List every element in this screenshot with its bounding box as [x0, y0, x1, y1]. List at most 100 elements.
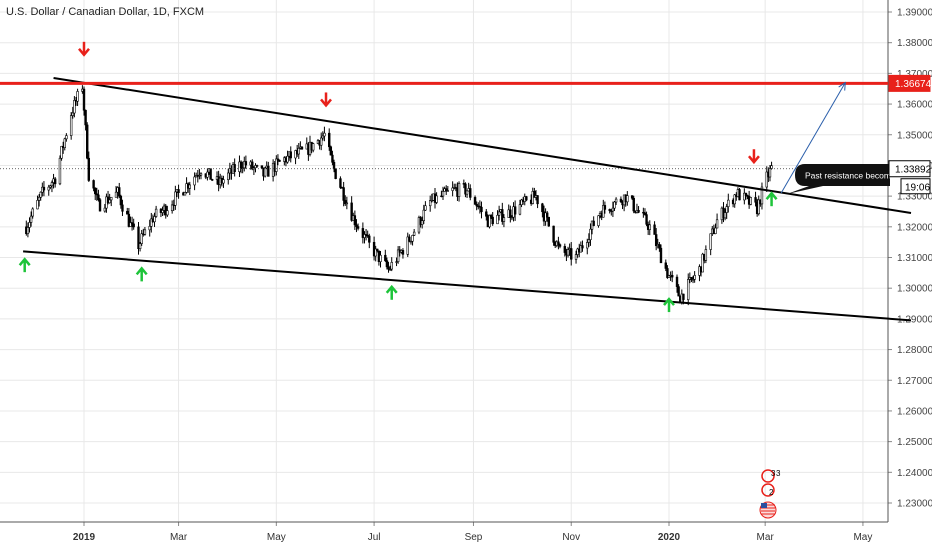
candle	[379, 251, 382, 268]
candle	[654, 228, 658, 251]
candle	[188, 181, 191, 196]
candle	[82, 86, 86, 116]
candle	[518, 199, 522, 216]
candle	[161, 206, 164, 217]
y-tick-label: 1.24000	[897, 468, 932, 479]
candle-body	[643, 212, 647, 215]
candle-body	[161, 210, 164, 213]
candle	[255, 164, 259, 168]
candle-body	[457, 183, 461, 197]
red-down-arrow-icon	[78, 41, 90, 57]
candle-body	[690, 277, 693, 280]
candle	[42, 181, 46, 197]
candle-body	[183, 192, 187, 196]
candle	[39, 191, 42, 201]
candle-body	[29, 215, 33, 223]
candle	[536, 195, 539, 209]
candle-body	[103, 207, 107, 212]
candle	[137, 221, 140, 255]
candle-body	[87, 157, 91, 181]
candle-body	[513, 206, 517, 215]
trendline-upper	[53, 76, 912, 214]
candle-body	[379, 254, 382, 263]
candle	[488, 214, 491, 229]
candle	[489, 213, 493, 219]
candle-body	[664, 262, 667, 269]
candle-body	[174, 191, 177, 206]
candle	[233, 158, 236, 177]
candle-body	[153, 216, 156, 223]
candle	[744, 192, 748, 200]
candle-body	[311, 143, 315, 151]
candle-body	[363, 234, 366, 238]
candle	[558, 243, 562, 249]
candle-body	[331, 154, 334, 163]
candle-body	[510, 216, 514, 219]
resistance-price-label-box	[888, 74, 931, 92]
candle-body	[654, 234, 658, 247]
y-tick-label: 1.36000	[897, 100, 932, 111]
x-tick-label: Mar	[757, 532, 775, 543]
candle-body	[222, 179, 225, 184]
candle-body	[76, 91, 79, 102]
candle	[289, 146, 292, 163]
candle-body	[501, 209, 504, 222]
candle-body	[233, 164, 236, 173]
candle	[446, 186, 450, 192]
annotation-text: Past resistance becomes	[805, 171, 900, 181]
candle-body	[693, 275, 696, 280]
candle	[311, 142, 315, 153]
candle	[140, 229, 143, 246]
candle-body	[411, 235, 414, 242]
candle	[154, 205, 158, 218]
candle	[520, 198, 523, 208]
candle-body	[108, 199, 111, 204]
candle	[177, 184, 180, 199]
candle	[626, 191, 629, 206]
candle	[552, 225, 555, 246]
candle-body	[252, 167, 256, 170]
event-count-top-second: 3	[776, 469, 781, 478]
candle	[579, 241, 583, 253]
candle-body	[73, 100, 76, 114]
candle-body	[388, 268, 392, 271]
candle	[31, 207, 34, 219]
candle-body	[376, 248, 379, 252]
y-tick-label: 1.31000	[897, 253, 932, 264]
candle	[60, 145, 63, 161]
candle	[603, 201, 607, 214]
candle-body	[26, 227, 30, 235]
candle	[211, 178, 214, 182]
candle	[252, 166, 256, 176]
candle-body	[659, 247, 663, 264]
green-up-arrow-icon	[385, 284, 398, 300]
candle-body	[632, 197, 635, 212]
candle	[297, 142, 300, 159]
candle	[150, 212, 153, 233]
candle-body	[118, 187, 121, 197]
candle	[267, 161, 270, 177]
candle-body	[587, 239, 591, 243]
candle	[754, 191, 757, 207]
candle-body	[488, 215, 491, 228]
candle	[632, 195, 635, 214]
candle-body	[714, 227, 717, 234]
candle-body	[727, 199, 730, 207]
candle-body	[297, 148, 300, 155]
candle-body	[613, 201, 616, 209]
candle	[143, 226, 147, 236]
candle-body	[547, 216, 550, 227]
candle-body	[648, 224, 651, 230]
candle	[687, 273, 690, 306]
candle-body	[743, 192, 746, 201]
candle	[597, 215, 600, 228]
candle	[653, 221, 656, 235]
candle	[491, 212, 494, 226]
x-tick-label: Mar	[170, 532, 188, 543]
candle	[749, 197, 752, 206]
candle	[148, 219, 151, 237]
candle-body	[581, 245, 584, 249]
event-ring-icon	[761, 469, 775, 483]
candle-body	[586, 242, 589, 249]
